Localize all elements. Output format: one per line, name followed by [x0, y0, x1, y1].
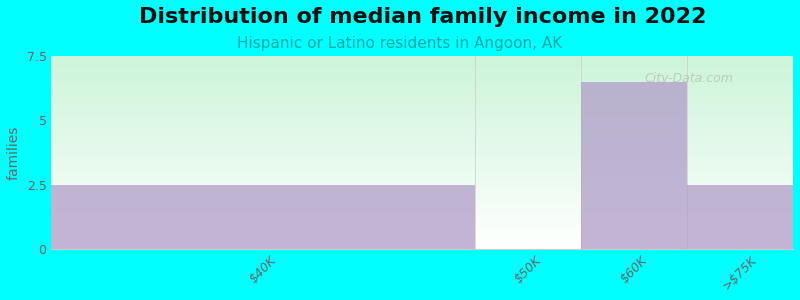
Bar — [51, 184, 475, 249]
Text: City-Data.com: City-Data.com — [645, 72, 734, 85]
Y-axis label: families: families — [7, 125, 21, 180]
Bar — [581, 82, 687, 249]
Bar — [687, 184, 793, 249]
Text: Hispanic or Latino residents in Angoon, AK: Hispanic or Latino residents in Angoon, … — [238, 36, 562, 51]
Title: Distribution of median family income in 2022: Distribution of median family income in … — [138, 7, 706, 27]
